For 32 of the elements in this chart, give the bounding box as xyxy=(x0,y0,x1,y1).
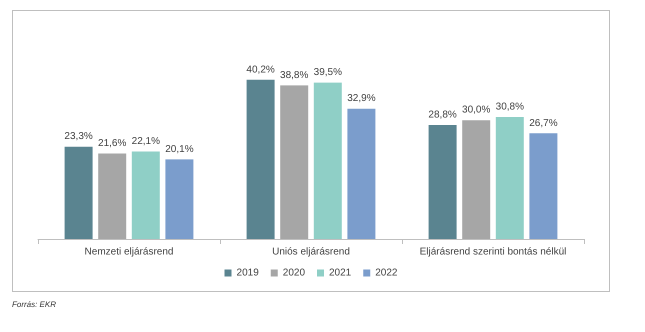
bar xyxy=(347,108,376,239)
bar xyxy=(428,124,457,239)
data-label: 39,5% xyxy=(314,67,342,78)
data-label: 28,8% xyxy=(428,109,457,120)
legend-label: 2020 xyxy=(282,268,306,278)
data-label: 23,3% xyxy=(64,131,93,142)
bar xyxy=(280,85,308,239)
data-label: 21,6% xyxy=(98,138,126,149)
data-label: 38,8% xyxy=(280,70,308,81)
bar xyxy=(98,153,126,239)
bar xyxy=(496,117,524,239)
x-tick-label: Uniós eljárásrend xyxy=(272,246,350,258)
bar xyxy=(64,146,93,239)
x-tick-label: Eljárásrend szerinti bontás nélkül xyxy=(420,246,566,258)
bar xyxy=(314,82,342,239)
data-label: 30,0% xyxy=(462,104,490,116)
legend-label: 2021 xyxy=(329,268,352,278)
data-label: 26,7% xyxy=(529,118,558,129)
text: Forrás: EKR xyxy=(12,300,56,309)
bar xyxy=(462,120,490,239)
bar xyxy=(165,159,194,239)
bar xyxy=(529,133,558,239)
legend-label: 2019 xyxy=(236,268,260,278)
data-label: 40,2% xyxy=(246,64,275,76)
bar xyxy=(132,151,160,239)
data-label: 22,1% xyxy=(132,136,160,147)
data-label: 32,9% xyxy=(347,93,376,104)
legend-label: 2022 xyxy=(375,268,398,278)
x-tick-label: Nemzeti eljárásrend xyxy=(84,246,174,258)
data-label: 30,8% xyxy=(496,102,524,113)
data-label: 20,1% xyxy=(165,144,194,155)
bar xyxy=(246,80,275,239)
